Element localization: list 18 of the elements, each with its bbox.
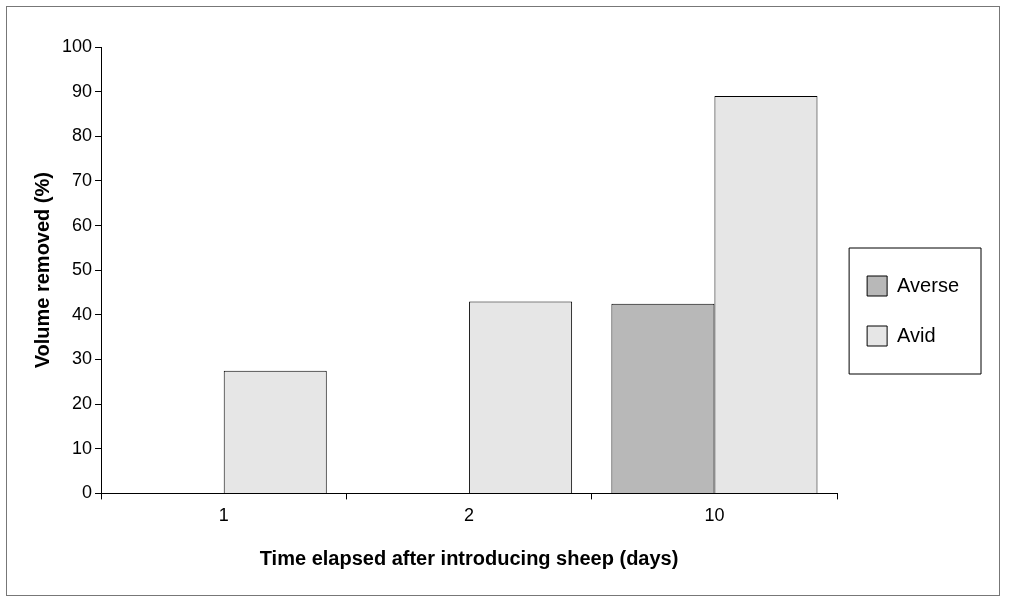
x-axis-title: Time elapsed after introducing sheep (days) (259, 546, 679, 569)
y-tick-label: 80 (72, 125, 93, 146)
y-axis-title: Volume removed (%) (30, 172, 53, 369)
y-tick-label: 10 (72, 437, 93, 458)
y-tick-label: 0 (82, 482, 93, 503)
legend-label: Averse (897, 273, 960, 296)
y-tick-label: 20 (72, 393, 93, 414)
y-tick-label: 30 (72, 348, 93, 369)
y-tick-label: 50 (72, 259, 93, 280)
y-tick-label: 90 (72, 80, 93, 101)
legend-label: Avid (897, 323, 936, 346)
x-tick-label: 10 (704, 505, 725, 526)
x-tick-label: 2 (464, 505, 475, 526)
x-tick-label: 1 (218, 505, 229, 526)
y-tick-label: 70 (72, 169, 93, 190)
y-tick-label: 100 (61, 35, 93, 56)
y-tick-label: 60 (72, 214, 93, 235)
y-tick-label: 40 (72, 303, 93, 324)
